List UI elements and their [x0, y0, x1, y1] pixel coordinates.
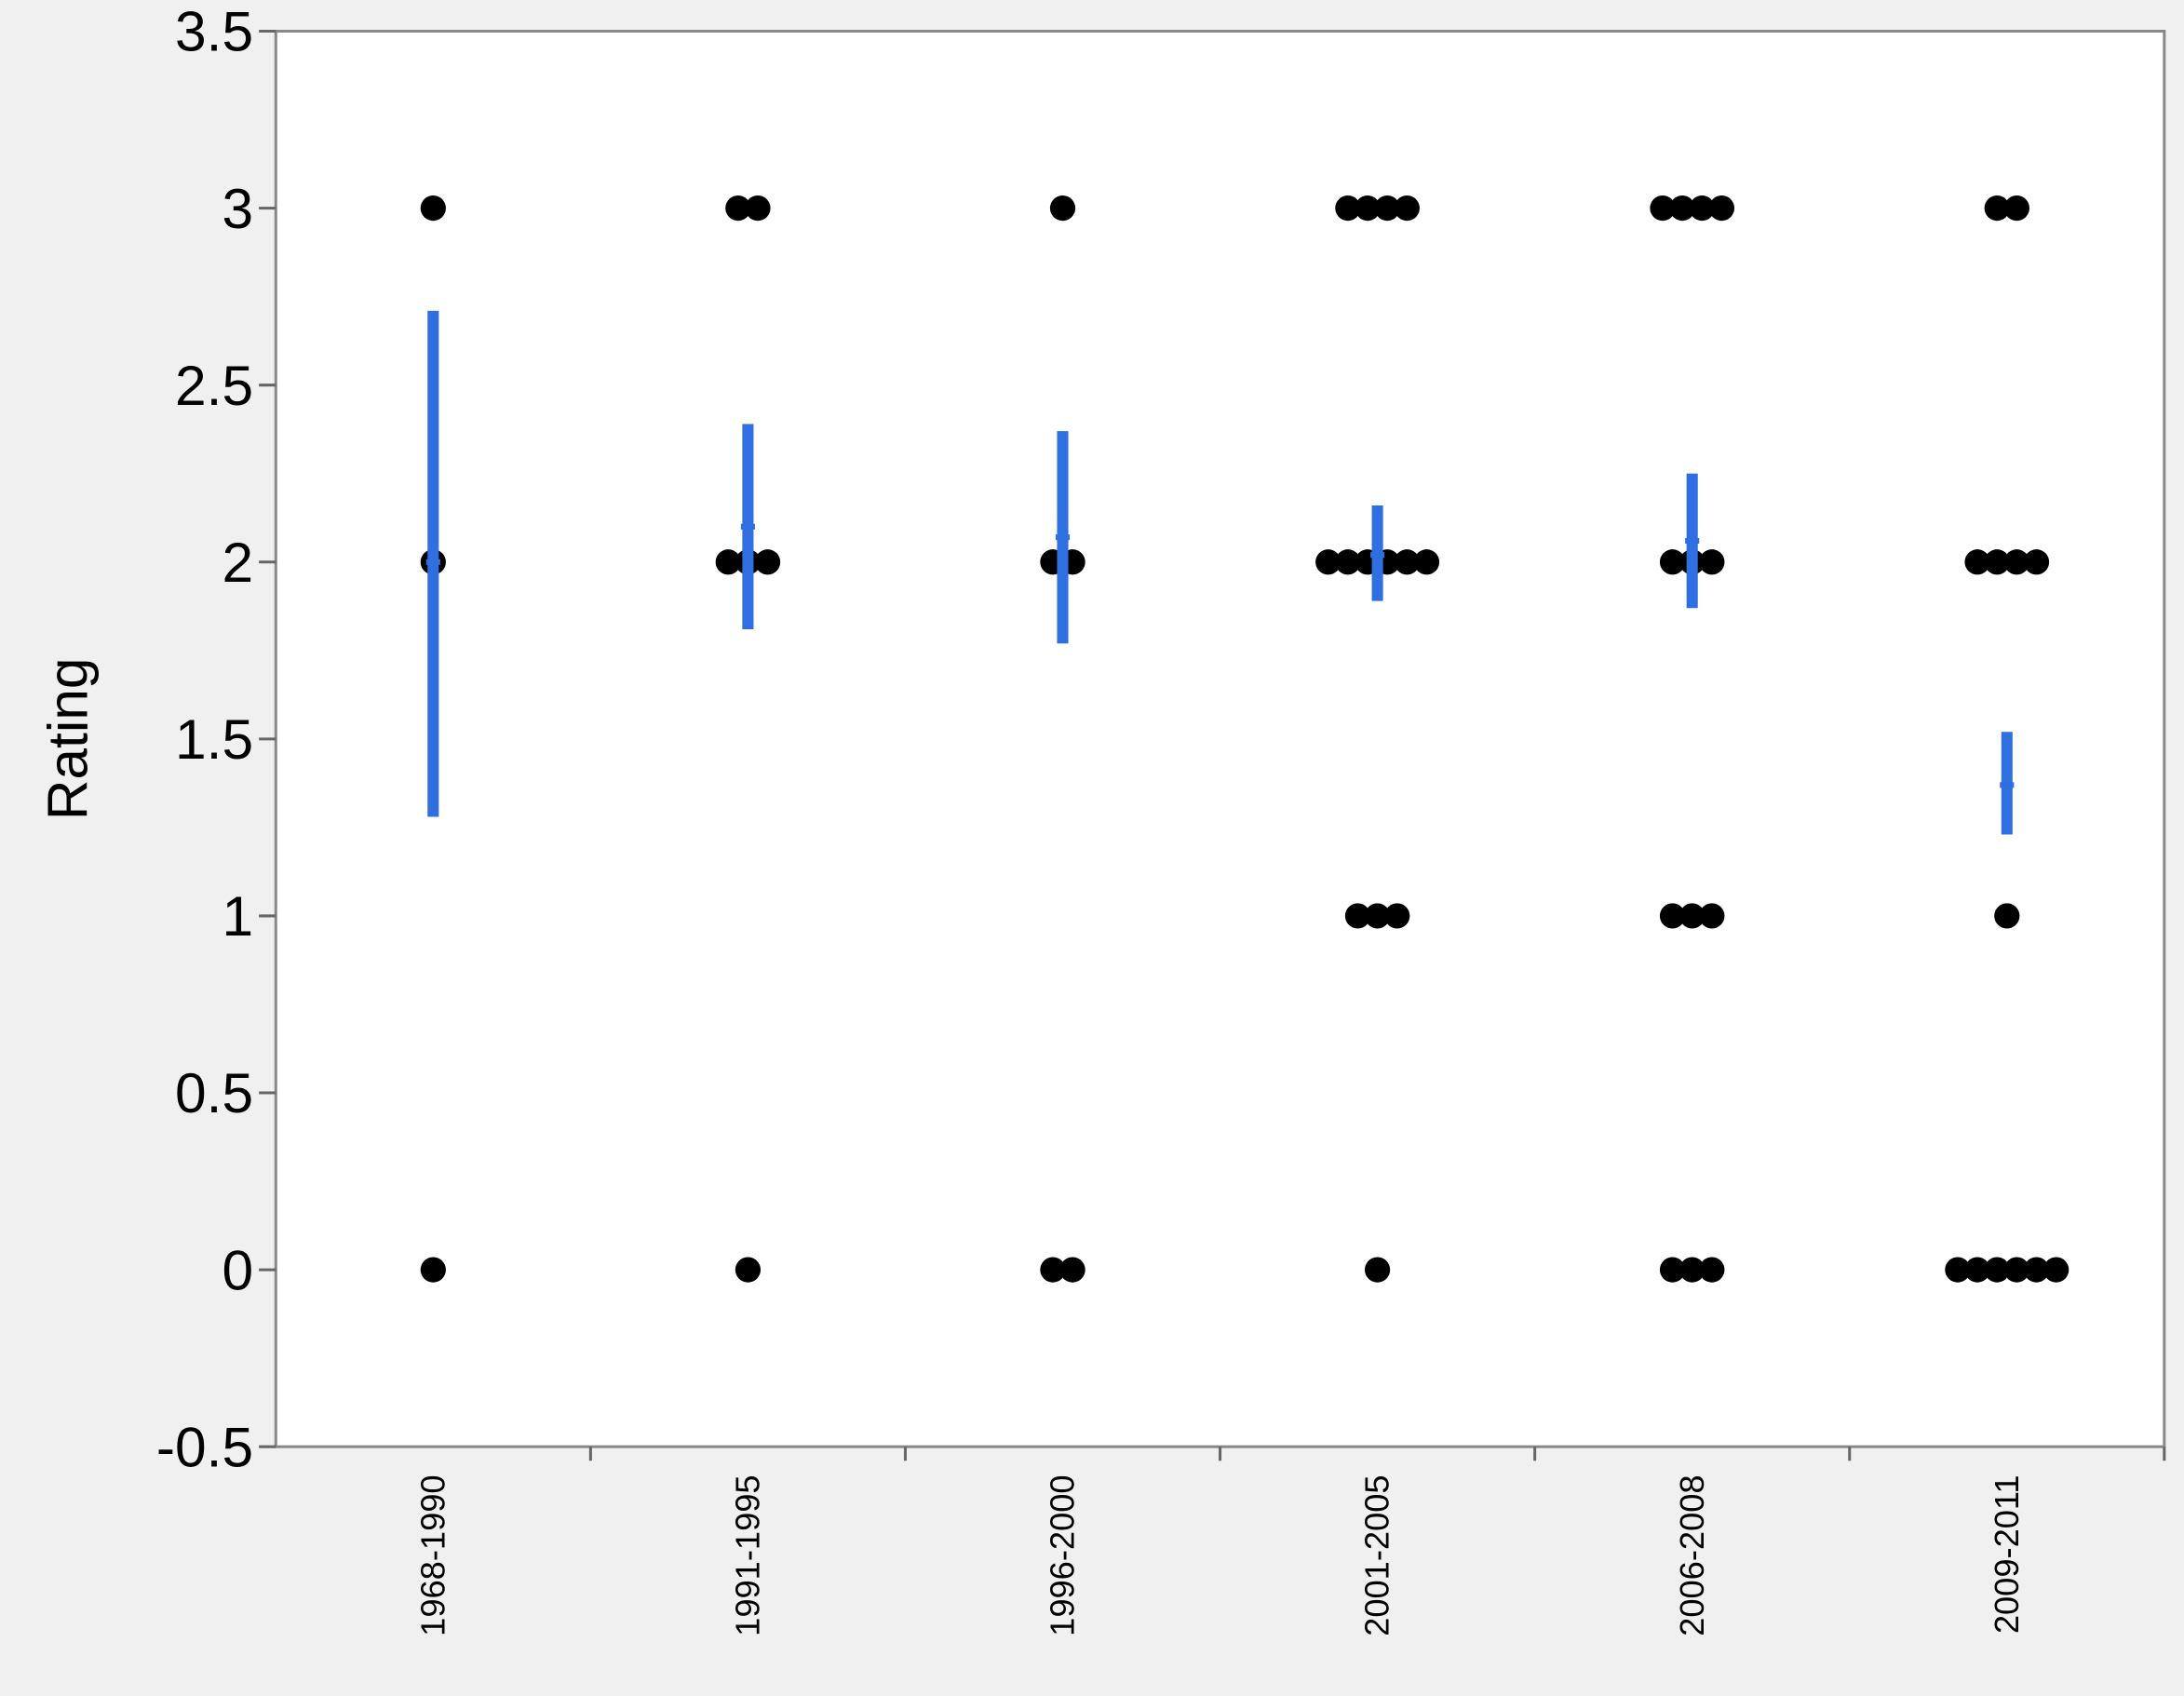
- data-point: [1699, 903, 1725, 929]
- y-tick-label: 3: [222, 177, 253, 240]
- data-point: [1984, 1257, 2010, 1283]
- data-point: [1994, 903, 2020, 929]
- data-point: [1364, 903, 1391, 929]
- data-point: [1689, 195, 1715, 222]
- y-tick-label: 2.5: [175, 354, 253, 417]
- x-tick-label: 1968-1990: [413, 1474, 452, 1635]
- x-tick-label: 1991-1995: [729, 1474, 767, 1635]
- data-point: [754, 549, 781, 575]
- data-point: [1679, 903, 1705, 929]
- data-point: [1374, 195, 1400, 222]
- data-point: [1650, 195, 1676, 222]
- x-tick-label: 2006-2008: [1673, 1474, 1711, 1635]
- data-point: [1659, 549, 1686, 575]
- data-point: [1659, 1257, 1686, 1283]
- data-point: [1669, 195, 1695, 222]
- data-point: [1964, 549, 1990, 575]
- data-point: [420, 195, 446, 222]
- data-point: [1315, 549, 1341, 575]
- data-point: [2003, 1257, 2029, 1283]
- data-point: [1344, 903, 1371, 929]
- x-tick-label: 1996-2000: [1044, 1474, 1082, 1635]
- data-point: [1413, 549, 1440, 575]
- data-point: [715, 549, 741, 575]
- data-point: [745, 195, 771, 222]
- y-tick-label: -0.5: [156, 1415, 253, 1478]
- data-point: [735, 1257, 762, 1283]
- data-point: [1945, 1257, 1971, 1283]
- y-tick-label: 0: [222, 1238, 253, 1301]
- y-tick-label: 1: [222, 884, 253, 948]
- data-point: [1384, 903, 1410, 929]
- data-point: [1355, 195, 1381, 222]
- data-point: [1335, 195, 1361, 222]
- x-tick-label: 2009-2011: [1988, 1474, 2026, 1634]
- data-point: [725, 195, 751, 222]
- data-point: [1984, 195, 2010, 222]
- data-point: [1984, 549, 2010, 575]
- data-point: [1394, 549, 1420, 575]
- data-point: [1964, 1257, 1990, 1283]
- data-point: [1659, 903, 1686, 929]
- data-point: [2003, 549, 2029, 575]
- data-point: [1699, 1257, 1725, 1283]
- data-point: [1049, 195, 1076, 222]
- y-tick-label: 3.5: [175, 0, 253, 63]
- data-point: [1679, 1257, 1705, 1283]
- x-tick-label: 2001-2005: [1358, 1474, 1396, 1635]
- y-tick-label: 1.5: [175, 707, 253, 771]
- data-point: [1699, 549, 1725, 575]
- data-point: [1394, 195, 1420, 222]
- y-axis-label: Rating: [36, 657, 100, 820]
- data-point: [1335, 549, 1361, 575]
- data-point: [2023, 1257, 2050, 1283]
- y-tick-label: 2: [222, 531, 253, 594]
- data-point: [2023, 549, 2050, 575]
- data-point: [1708, 195, 1735, 222]
- data-point: [2003, 195, 2029, 222]
- data-point: [420, 1257, 446, 1283]
- data-point: [1364, 1257, 1391, 1283]
- data-point: [1040, 1257, 1066, 1283]
- y-tick-label: 0.5: [175, 1061, 253, 1124]
- data-point: [2043, 1257, 2069, 1283]
- plot-area: [274, 30, 2166, 1448]
- data-point: [1059, 1257, 1085, 1283]
